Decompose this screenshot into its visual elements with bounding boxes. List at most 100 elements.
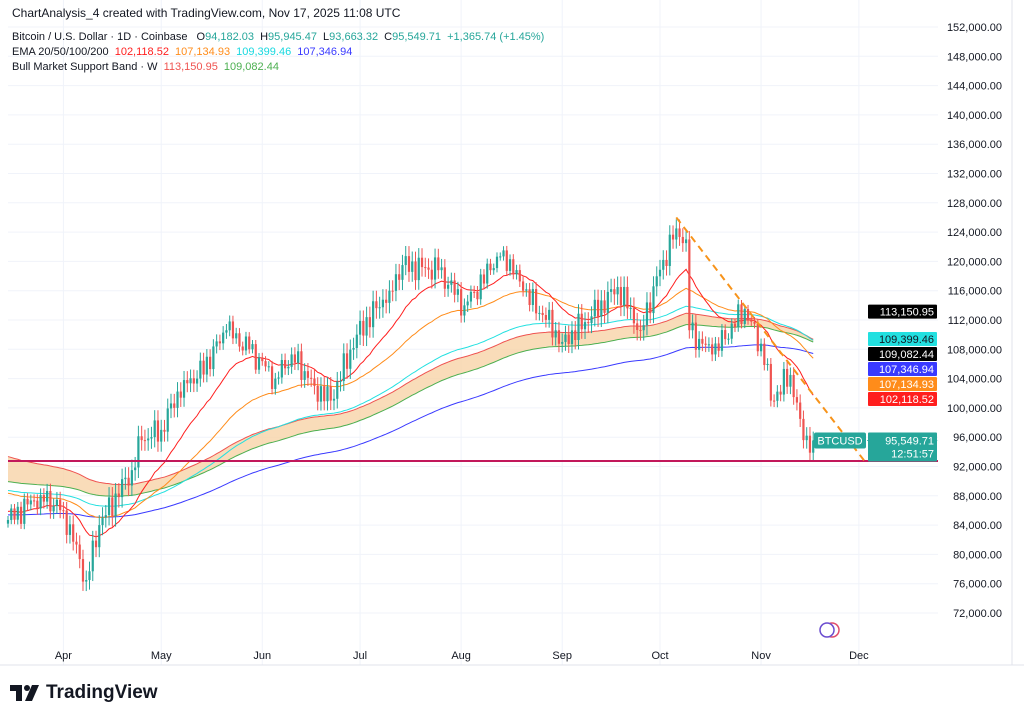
candle [596,289,600,327]
candle [85,570,88,592]
candle-body [394,274,398,291]
legend-band-row[interactable]: Bull Market Support Band · W 113,150.95 … [12,60,547,75]
candle [587,312,590,333]
tradingview-logo[interactable]: TradingView [10,682,158,704]
y-tick-label: 112,000.00 [948,315,1002,327]
candle [10,504,13,525]
candle [763,338,766,371]
candle [310,369,313,387]
symbol-name: Bitcoin / U.S. Dollar · 1D · Coinbase [12,31,188,43]
candle-body [372,301,375,328]
candle-body [515,270,518,275]
ema200-value: 107,346.94 [297,46,353,58]
candle [645,292,649,336]
candle-body [521,281,525,291]
candle [297,343,300,371]
candle-body [427,267,430,270]
candle-body [704,343,707,345]
candle-body [297,351,300,363]
candle-body [636,323,639,330]
candle-body [512,259,515,275]
candle [49,483,52,519]
candle [447,276,450,297]
candle-body [733,323,737,328]
candle-body [557,330,561,344]
candle [251,339,254,354]
candle-body [111,497,114,517]
open-value: 94,182.03 [205,31,255,43]
y-tick-label: 108,000.00 [947,344,1002,356]
y-tick-label: 132,000.00 [947,169,1002,181]
candle [564,325,567,351]
legend-symbol-row[interactable]: Bitcoin / U.S. Dollar · 1D · Coinbase O9… [12,30,547,45]
candle [626,276,629,319]
candle-body [212,346,215,370]
candle [499,252,502,261]
candle-body [39,495,42,509]
candle [799,394,802,427]
candle-body [316,385,319,402]
candle-body [453,280,456,295]
band-ema-value: 109,082.44 [223,61,279,73]
candle [531,282,534,312]
candle-body [336,381,339,399]
band-label: Bull Market Support Band · W [12,61,158,73]
candle [75,532,78,554]
candle [280,353,283,384]
candle-body [779,391,782,395]
y-tick-label: 96,000.00 [953,432,1002,444]
candle-body [391,290,394,292]
trend-line [675,216,867,463]
x-tick-label: Nov [751,650,771,662]
candle [704,336,707,353]
candle [202,352,205,383]
candle-body [505,250,508,271]
candle-body [675,228,678,240]
candle [440,258,443,279]
legend-ema-row[interactable]: EMA 20/50/100/200 102,118.52 107,134.93 … [12,45,547,60]
candle [782,361,785,402]
candle [743,304,746,329]
candle-body [46,490,49,502]
y-tick-label: 120,000.00 [947,256,1002,268]
candle [225,324,228,339]
x-tick-label: Apr [55,650,72,662]
candle [267,361,270,372]
candle [88,561,91,590]
candle [72,515,75,551]
candle-body [792,374,795,398]
y-tick-label: 88,000.00 [953,491,1002,503]
candle [691,314,694,339]
candle [293,347,296,370]
y-tick-label: 124,000.00 [947,227,1002,239]
candle-body [303,371,306,380]
candle-body [440,267,443,271]
candle [127,467,130,497]
candle [720,324,724,357]
price-tag-ema200: 107,346.94 [868,362,937,377]
candle [525,283,528,297]
candle-body [156,420,160,442]
candle [231,315,235,345]
candle [404,245,407,276]
candle [147,428,150,451]
candle-body [671,234,675,240]
candle-body [701,338,704,344]
candle-body [287,366,290,369]
candle-body [323,386,326,402]
candle [192,369,195,393]
candle-body [339,381,342,383]
candle [329,376,332,410]
candle-body [19,506,23,524]
candle [730,318,733,344]
candle-body [639,329,642,331]
high-label: H [260,31,269,43]
candle [137,425,140,479]
candle-body [179,391,182,398]
candle [717,337,720,358]
candle [277,371,280,385]
candle [378,296,381,319]
band-sma-value: 113,150.95 [163,61,218,73]
candle-body [538,312,541,314]
